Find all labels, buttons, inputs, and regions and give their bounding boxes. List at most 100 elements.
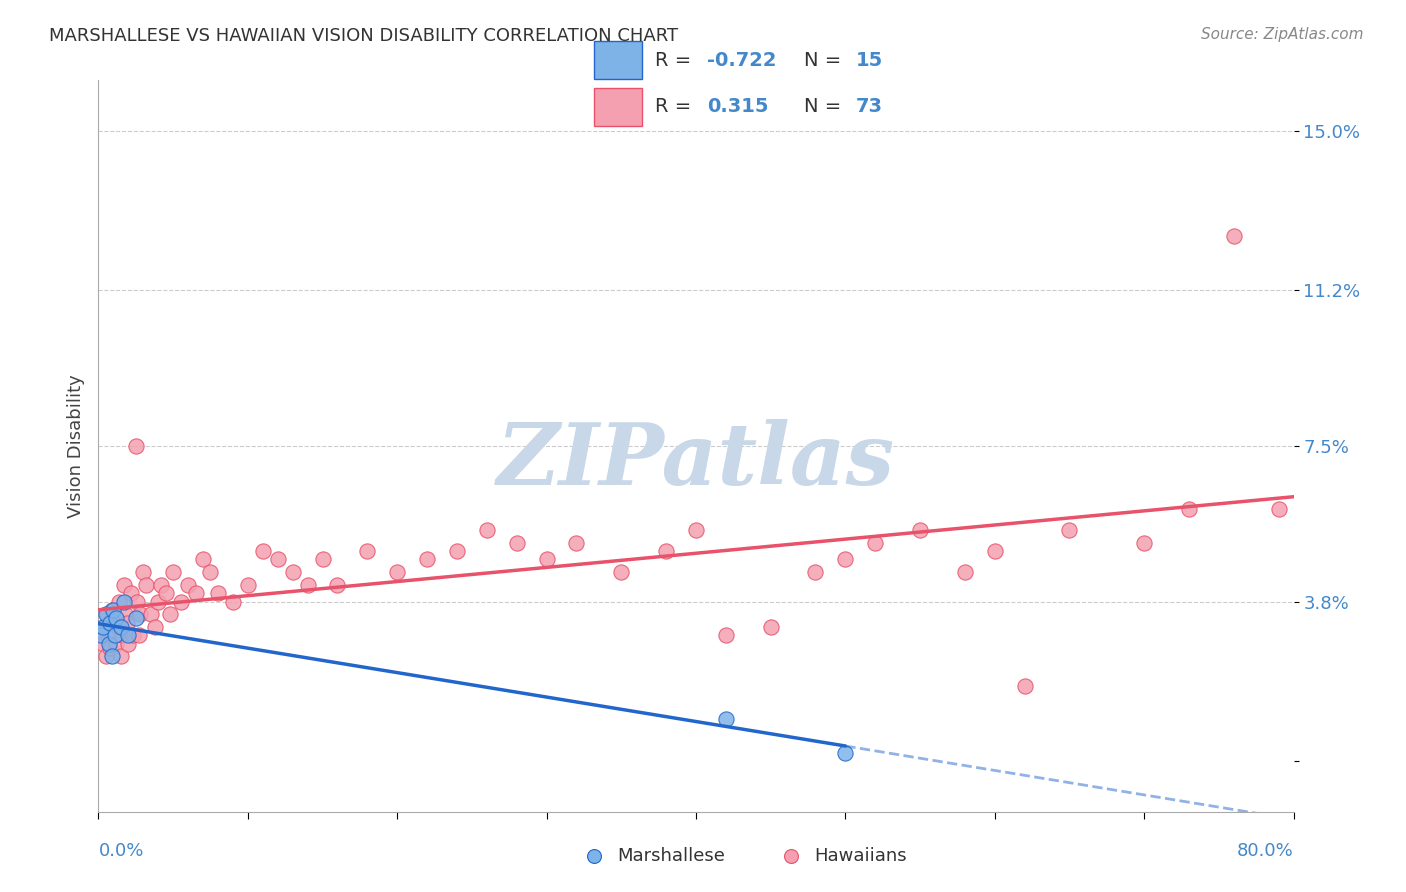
Point bbox=[97, 615, 120, 630]
Text: 0.315: 0.315 bbox=[707, 97, 769, 116]
Point bbox=[121, 628, 143, 642]
Point bbox=[506, 535, 529, 549]
Point bbox=[759, 620, 782, 634]
Text: R =: R = bbox=[655, 51, 697, 70]
Point bbox=[90, 628, 112, 642]
Text: 15: 15 bbox=[856, 51, 883, 70]
Point bbox=[107, 620, 129, 634]
Point bbox=[207, 586, 229, 600]
Point bbox=[94, 607, 117, 622]
Point bbox=[804, 565, 827, 579]
Point bbox=[685, 523, 707, 537]
Text: R =: R = bbox=[655, 97, 697, 116]
Point bbox=[252, 544, 274, 558]
Point bbox=[159, 607, 181, 622]
Point bbox=[297, 578, 319, 592]
Point bbox=[110, 620, 132, 634]
Point bbox=[582, 849, 605, 863]
Point bbox=[779, 849, 801, 863]
Point bbox=[1178, 502, 1201, 516]
Point bbox=[90, 628, 112, 642]
Point bbox=[655, 544, 678, 558]
Text: ZIPatlas: ZIPatlas bbox=[496, 419, 896, 502]
Point bbox=[446, 544, 468, 558]
Point bbox=[117, 628, 139, 642]
Point bbox=[150, 578, 173, 592]
Point bbox=[610, 565, 633, 579]
Point bbox=[103, 628, 125, 642]
Point bbox=[148, 594, 170, 608]
Point bbox=[132, 565, 155, 579]
Text: 80.0%: 80.0% bbox=[1237, 842, 1294, 860]
Point bbox=[94, 649, 117, 664]
Point bbox=[536, 552, 558, 566]
Point bbox=[184, 586, 207, 600]
Point bbox=[714, 628, 737, 642]
Point bbox=[326, 578, 349, 592]
Point bbox=[114, 607, 136, 622]
Point bbox=[865, 535, 887, 549]
Point bbox=[135, 578, 157, 592]
Point bbox=[128, 628, 150, 642]
Y-axis label: Vision Disability: Vision Disability bbox=[66, 374, 84, 518]
Point bbox=[125, 611, 148, 625]
Point bbox=[93, 620, 115, 634]
Point bbox=[1223, 228, 1246, 243]
Point bbox=[97, 636, 120, 650]
Point bbox=[222, 594, 245, 608]
Point bbox=[101, 603, 124, 617]
Text: Source: ZipAtlas.com: Source: ZipAtlas.com bbox=[1201, 27, 1364, 42]
Text: 73: 73 bbox=[856, 97, 883, 116]
Point bbox=[162, 565, 184, 579]
Point bbox=[120, 586, 142, 600]
Point bbox=[191, 552, 214, 566]
Point bbox=[91, 636, 114, 650]
Point bbox=[105, 611, 128, 625]
Point bbox=[267, 552, 290, 566]
Point bbox=[112, 594, 135, 608]
Point bbox=[108, 594, 131, 608]
Point bbox=[104, 611, 127, 625]
Text: -0.722: -0.722 bbox=[707, 51, 776, 70]
Point bbox=[96, 607, 118, 622]
Point bbox=[98, 615, 122, 630]
Point bbox=[110, 649, 132, 664]
Point bbox=[1267, 502, 1289, 516]
Point bbox=[1133, 535, 1156, 549]
Point bbox=[117, 636, 139, 650]
Point bbox=[385, 565, 409, 579]
Point bbox=[565, 535, 588, 549]
Text: N =: N = bbox=[804, 51, 848, 70]
Point bbox=[101, 649, 124, 664]
Text: Hawaiians: Hawaiians bbox=[814, 847, 907, 865]
Point bbox=[103, 603, 125, 617]
Point bbox=[356, 544, 378, 558]
Point bbox=[475, 523, 498, 537]
Point bbox=[236, 578, 259, 592]
Point bbox=[169, 594, 191, 608]
Point bbox=[143, 620, 166, 634]
Point bbox=[104, 628, 127, 642]
Point bbox=[111, 628, 134, 642]
Point bbox=[834, 746, 856, 760]
Point bbox=[105, 636, 128, 650]
Point bbox=[281, 565, 304, 579]
Text: MARSHALLESE VS HAWAIIAN VISION DISABILITY CORRELATION CHART: MARSHALLESE VS HAWAIIAN VISION DISABILIT… bbox=[49, 27, 678, 45]
Point bbox=[91, 620, 114, 634]
Point bbox=[953, 565, 976, 579]
Point bbox=[1059, 523, 1081, 537]
Text: 0.0%: 0.0% bbox=[98, 842, 143, 860]
Point bbox=[129, 607, 152, 622]
Point bbox=[714, 712, 737, 726]
Point bbox=[127, 594, 149, 608]
Point bbox=[200, 565, 222, 579]
Point bbox=[155, 586, 177, 600]
Point bbox=[115, 615, 138, 630]
FancyBboxPatch shape bbox=[593, 41, 643, 78]
Point bbox=[1014, 679, 1036, 693]
Point bbox=[112, 578, 135, 592]
Point bbox=[908, 523, 931, 537]
Point bbox=[98, 640, 122, 655]
Point bbox=[834, 552, 856, 566]
Text: N =: N = bbox=[804, 97, 848, 116]
